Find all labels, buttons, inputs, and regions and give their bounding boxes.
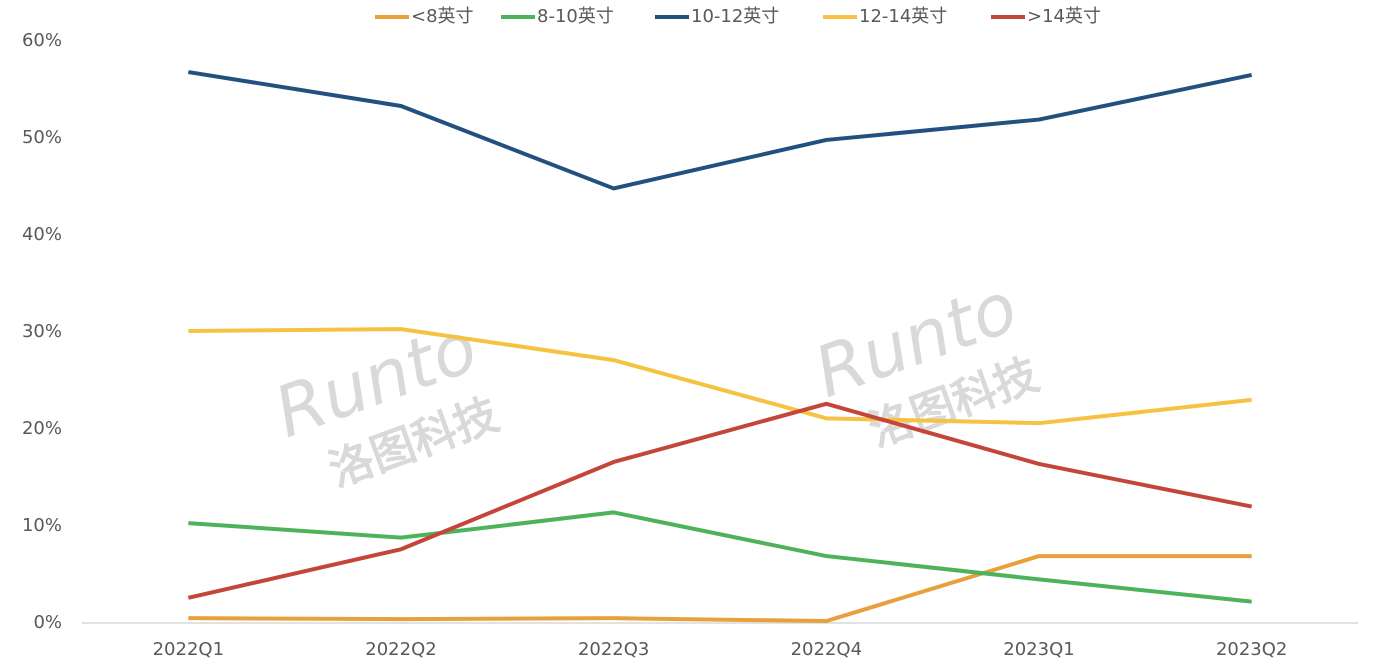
legend-label: 12-14英寸	[859, 6, 947, 27]
series-line	[188, 70, 1253, 191]
x-tick-label: 2022Q4	[791, 639, 862, 660]
watermark: Runto 洛图科技	[264, 306, 505, 497]
legend-label: 10-12英寸	[691, 6, 779, 27]
series-line	[188, 510, 1252, 604]
y-tick-label: 0%	[33, 612, 62, 633]
y-tick-label: 20%	[22, 418, 62, 439]
y-tick-label: 40%	[22, 224, 62, 245]
x-tick-label: 2023Q1	[1003, 639, 1074, 660]
x-tick-label: 2022Q3	[578, 639, 649, 660]
x-tick-label: 2023Q2	[1216, 639, 1287, 660]
legend-label: 8-10英寸	[537, 6, 614, 27]
series-line	[188, 327, 1252, 426]
series-line	[187, 401, 1253, 600]
watermark: Runto 洛图科技	[804, 266, 1045, 457]
y-tick-label: 30%	[22, 321, 62, 342]
y-tick-label: 60%	[22, 30, 62, 51]
series-line	[188, 554, 1252, 624]
y-tick-label: 10%	[22, 515, 62, 536]
legend-label: >14英寸	[1027, 6, 1101, 27]
y-tick-label: 50%	[22, 127, 62, 148]
legend-label: <8英寸	[411, 6, 474, 27]
x-tick-label: 2022Q2	[365, 639, 436, 660]
x-tick-label: 2022Q1	[153, 639, 224, 660]
